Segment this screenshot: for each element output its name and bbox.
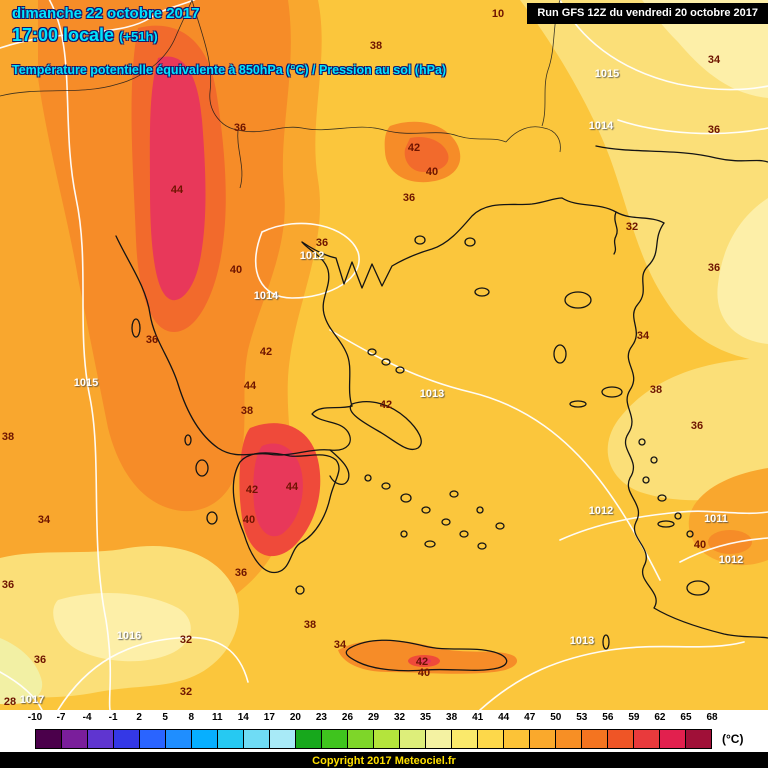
colorbar-segment	[633, 729, 660, 749]
isobar-line	[329, 329, 661, 581]
coastline-black-sea	[595, 145, 768, 163]
colorbar-segment	[581, 729, 608, 749]
colorbar-segment	[503, 729, 530, 749]
colorbar-tick: 56	[602, 712, 614, 723]
coastline-crete	[345, 639, 508, 672]
colorbar-tick: 47	[524, 712, 536, 723]
colorbar-segment	[191, 729, 218, 749]
colorbar	[35, 729, 712, 749]
coastlines	[115, 145, 768, 672]
colorbar-tick: 2	[136, 712, 142, 723]
colorbar-segment	[139, 729, 166, 749]
weather-map	[0, 0, 768, 710]
coastline-attica	[329, 449, 350, 486]
colorbar-segment	[451, 729, 478, 749]
colorbar-segment	[61, 729, 88, 749]
coastline-bosporus	[613, 211, 618, 255]
isobar-line	[57, 636, 249, 710]
colorbar-segment	[165, 729, 192, 749]
colorbar-tick: 23	[315, 712, 327, 723]
colorbar-tick: -10	[27, 712, 43, 723]
field-regions	[0, 0, 768, 705]
colorbar-row: (°C)	[0, 728, 768, 752]
isobar-line	[0, 671, 43, 710]
contour-region	[708, 530, 752, 554]
colorbar-tick: 38	[446, 712, 458, 723]
colorbar-tick: 65	[680, 712, 692, 723]
colorbar-tick: 68	[706, 712, 718, 723]
colorbar-tick: 50	[550, 712, 562, 723]
coastline-mainland-west	[115, 235, 353, 456]
contour-region	[417, 658, 431, 664]
isobar-lines	[0, 0, 768, 710]
isobar-line	[479, 641, 745, 710]
colorbar-tick: 5	[162, 712, 168, 723]
colorbar-segment	[269, 729, 296, 749]
colorbar-tick: 11	[211, 712, 223, 723]
colorbar-tick: 17	[263, 712, 275, 723]
colorbar-segment	[347, 729, 374, 749]
colorbar-ticks: -10 -7 -4 -1 2 5 8 11 14 17 20 23 26 29 32 35 38 41 44 47 50…	[0, 710, 768, 728]
coastline-turkey-west	[624, 222, 768, 639]
contour-region	[404, 136, 449, 172]
colorbar-tick: 26	[341, 712, 354, 723]
coastline-peloponnese	[232, 452, 340, 573]
colorbar-tick: 62	[654, 712, 666, 723]
colorbar-tick: 53	[576, 712, 588, 723]
colorbar-segment	[659, 729, 686, 749]
colorbar-tick: 20	[289, 712, 301, 723]
isobar-line	[559, 510, 768, 541]
isobar-line	[617, 119, 768, 135]
colorbar-segment	[529, 729, 556, 749]
colorbar-segment	[607, 729, 634, 749]
colorbar-tick: 32	[393, 712, 406, 723]
isobar-line	[559, 0, 768, 91]
contour-region	[607, 358, 768, 501]
colorbar-segment	[477, 729, 504, 749]
colorbar-segment	[399, 729, 426, 749]
map-area[interactable]: 36 40 38 42 40 36 44 40 36 36 42 44 38 42 44 42 40 36 34 38…	[0, 0, 768, 710]
colorbar-segment	[555, 729, 582, 749]
isobar-line	[0, 0, 196, 49]
colorbar-segment	[35, 729, 62, 749]
contour-region	[520, 0, 768, 362]
colorbar-tick: 44	[498, 712, 510, 723]
unit-label: (°C)	[722, 732, 744, 746]
colorbar-segment	[425, 729, 452, 749]
colorbar-segment	[373, 729, 400, 749]
copyright-bar: Copyright 2017 Meteociel.fr	[0, 752, 768, 768]
colorbar-segment	[217, 729, 244, 749]
colorbar-tick: 14	[237, 712, 249, 723]
colorbar-tick: -7	[56, 712, 66, 723]
colorbar-tick: 8	[188, 712, 194, 723]
coastline-north-aegean	[301, 197, 563, 289]
contour-region	[149, 56, 206, 301]
colorbar-segment	[685, 729, 712, 749]
colorbar-segment	[321, 729, 348, 749]
isobar-line	[679, 537, 768, 563]
colorbar-segment	[87, 729, 114, 749]
contour-region	[253, 443, 303, 537]
colorbar-tick: -4	[82, 712, 92, 723]
contour-region	[642, 0, 768, 98]
colorbar-tick: 29	[367, 712, 380, 723]
island-outlines	[131, 235, 710, 650]
coastline-mainland-east	[301, 241, 353, 407]
colorbar-segment	[243, 729, 270, 749]
contour-region	[53, 593, 191, 662]
coastline-evia	[349, 401, 422, 451]
copyright-text: Copyright 2017 Meteociel.fr	[312, 755, 456, 767]
colorbar-segment	[295, 729, 322, 749]
run-info-banner: Run GFS 12Z du vendredi 20 octobre 2017	[527, 3, 768, 24]
colorbar-tick: -1	[108, 712, 118, 723]
colorbar-tick: 59	[628, 712, 640, 723]
isobar-line	[48, 0, 112, 710]
isobar-line	[254, 222, 360, 299]
contour-region	[0, 638, 43, 705]
colorbar-segment	[113, 729, 140, 749]
contour-region	[717, 198, 768, 344]
colorbar-tick: 41	[472, 712, 484, 723]
colorbar-tick: 35	[420, 712, 432, 723]
